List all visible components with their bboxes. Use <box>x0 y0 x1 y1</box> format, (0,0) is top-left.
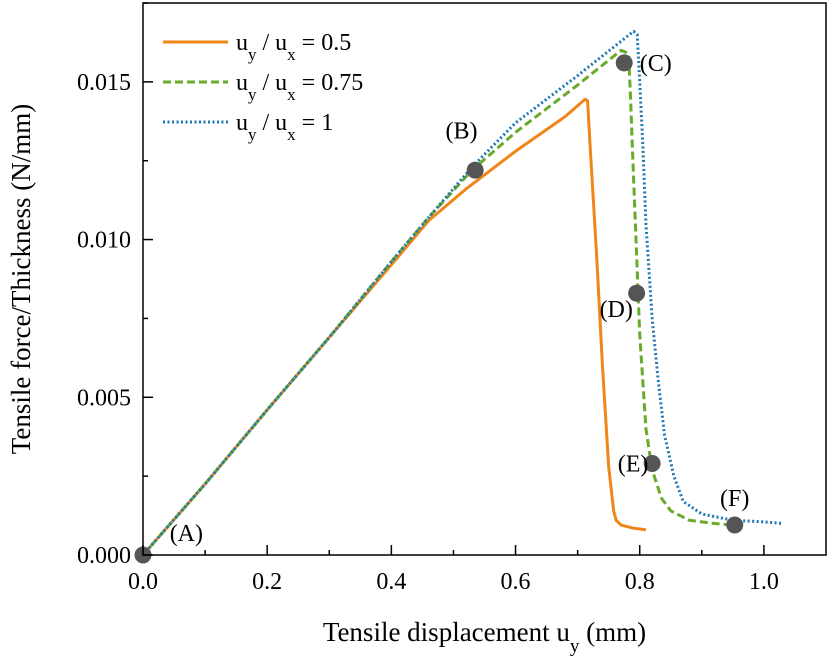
tick-layer: 0.0 0.2 0.4 0.6 0.8 1.0 0.000 0.005 0.010 0.015 <box>77 2 779 595</box>
legend-label-part: = 0.75 <box>296 70 364 96</box>
x-axis-title-unit: (mm) <box>579 617 646 647</box>
legend-label-part: x <box>287 85 296 104</box>
y-tick-label: 0.000 <box>77 543 131 569</box>
y-tick-label: 0.010 <box>77 228 131 254</box>
x-tick-label: 0.4 <box>376 569 406 595</box>
legend-label-part: u <box>236 110 248 136</box>
legend-label-part: = 1 <box>296 110 334 136</box>
series-line-3 <box>141 29 783 556</box>
legend-label-part: y <box>248 45 257 64</box>
x-tick-label: 1.0 <box>749 569 779 595</box>
point-label: (D) <box>600 297 633 323</box>
legend-label-part: / u <box>257 70 288 96</box>
point-label: (C) <box>640 51 672 77</box>
legend-label-part: u <box>236 70 248 96</box>
legend-label-part: x <box>287 45 296 64</box>
point-label: (B) <box>446 119 478 145</box>
point-marker <box>615 54 633 72</box>
legend-label-part: / u <box>257 110 288 136</box>
marker-layer: (A) (B) (C) (D) (E) (F) <box>134 51 749 564</box>
x-tick-label: 0.2 <box>252 569 282 595</box>
plot-frame <box>142 2 827 556</box>
point-marker <box>643 455 661 473</box>
legend-label-part: y <box>248 125 257 144</box>
x-tick-label: 0.0 <box>128 569 158 595</box>
legend-label: uy / ux = 1 <box>236 110 333 144</box>
point-label: (E) <box>618 452 649 478</box>
legend-label-part: x <box>287 125 296 144</box>
series-line-1 <box>141 97 647 556</box>
x-tick-label: 0.6 <box>501 569 531 595</box>
legend-label-part: = 0.5 <box>296 30 352 56</box>
x-axis-title-sub: y <box>570 636 580 656</box>
point-label: (A) <box>170 521 203 547</box>
legend-label: uy / ux = 0.75 <box>236 70 363 104</box>
x-axis-title: Tensile displacement uy (mm) <box>323 617 646 656</box>
x-tick-label: 0.8 <box>625 569 655 595</box>
y-tick-label: 0.015 <box>77 70 131 96</box>
legend-label: uy / ux = 0.5 <box>236 30 351 64</box>
legend-label-part: y <box>248 85 257 104</box>
series-layer <box>141 29 783 556</box>
point-marker <box>466 161 484 179</box>
y-tick-label: 0.005 <box>77 385 131 411</box>
legend-label-part: u <box>236 30 248 56</box>
y-axis-title: Tensile force/Thickness (N/mm) <box>6 104 36 455</box>
x-axis-title-main: Tensile displacement u <box>323 617 571 647</box>
legend-label-part: / u <box>257 30 288 56</box>
point-marker <box>628 284 646 302</box>
series-line-2 <box>141 48 733 556</box>
point-marker <box>726 516 744 534</box>
point-label: (F) <box>720 486 749 512</box>
